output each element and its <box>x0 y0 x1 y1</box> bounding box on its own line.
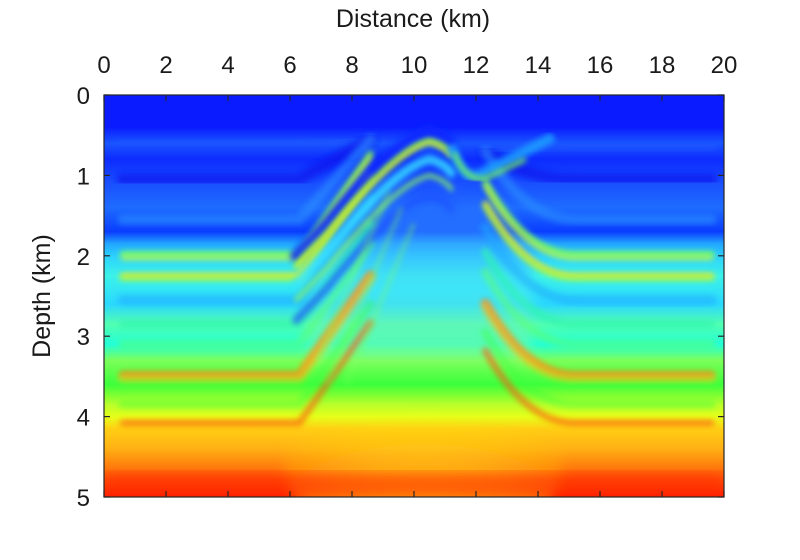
y-tick-label: 3 <box>77 324 90 351</box>
velocity-heatmap <box>104 95 724 497</box>
reflector-left <box>118 219 375 329</box>
x-tick-label: 8 <box>345 52 358 79</box>
deep-uplift <box>283 380 563 497</box>
anticline-flank-reflector <box>294 140 453 269</box>
dipping-reflector <box>344 223 416 386</box>
y-axis-title: Depth (km) <box>28 234 56 358</box>
anticline-flank-reflector <box>291 154 456 289</box>
x-tick-label: 18 <box>649 52 676 79</box>
anticline-flank-reflector <box>290 124 458 262</box>
x-tick-label: 10 <box>401 52 428 79</box>
reflector-left <box>117 272 376 384</box>
reflector-left <box>116 133 377 186</box>
anticline-flank-reflector <box>294 173 454 303</box>
dipping-reflector <box>316 190 391 361</box>
x-tick-label: 0 <box>97 52 110 79</box>
x-tick-label: 6 <box>283 52 296 79</box>
dipping-reflector <box>325 206 403 386</box>
x-tick-label: 20 <box>711 52 738 79</box>
reflector-left <box>117 134 376 225</box>
x-tick-label: 16 <box>587 52 614 79</box>
reflector-left <box>118 239 375 349</box>
reflector-right <box>481 267 716 349</box>
x-tick-label: 4 <box>221 52 234 79</box>
x-tick-label: 2 <box>159 52 172 79</box>
reflector-right <box>481 328 716 409</box>
anticline-flank-reflector <box>292 191 456 325</box>
reflector-right <box>482 178 715 258</box>
reflector-right <box>481 247 716 329</box>
reflector-right <box>483 184 714 260</box>
x-axis-title: Distance (km) <box>336 5 490 33</box>
reflector-right <box>482 347 715 427</box>
y-tick-label: 5 <box>77 485 90 512</box>
y-tick-label: 2 <box>77 244 90 271</box>
reflector-right <box>480 300 717 384</box>
reflector-right <box>480 222 717 306</box>
reflector-right <box>482 202 715 282</box>
y-tick-label: 1 <box>77 163 90 190</box>
x-tick-label: 12 <box>463 52 490 79</box>
y-tick-label: 4 <box>77 405 90 432</box>
syncline-reflector <box>452 152 527 181</box>
y-tick-label: 0 <box>77 83 90 110</box>
x-tick-label: 14 <box>525 52 552 79</box>
reflector-left <box>119 319 374 427</box>
reflector-left <box>117 134 376 150</box>
